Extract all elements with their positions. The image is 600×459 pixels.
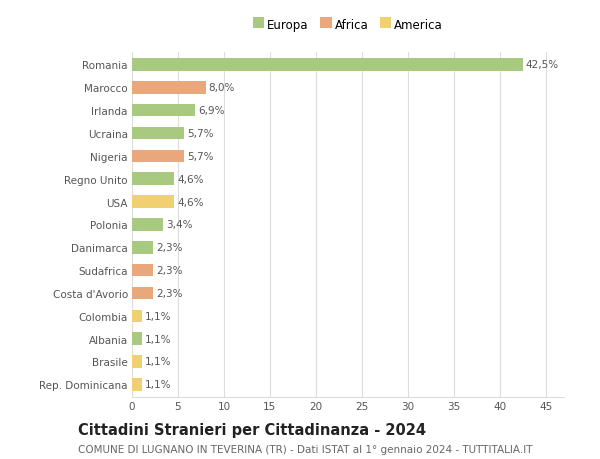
Bar [132,241,153,254]
Bar [132,173,174,185]
Bar [132,82,206,95]
Bar [132,196,174,208]
Bar [132,333,142,345]
Text: 1,1%: 1,1% [145,334,172,344]
Bar [132,264,153,277]
Bar [132,105,196,117]
Bar [132,310,142,322]
Text: 1,1%: 1,1% [145,380,172,390]
Bar [132,59,523,72]
Text: 3,4%: 3,4% [166,220,193,230]
Bar [132,128,184,140]
Bar [132,218,163,231]
Text: 5,7%: 5,7% [187,151,214,162]
Text: 5,7%: 5,7% [187,129,214,139]
Bar [132,150,184,163]
Text: 8,0%: 8,0% [208,83,235,93]
Text: 4,6%: 4,6% [177,174,203,185]
Legend: Europa, Africa, America: Europa, Africa, America [248,14,448,36]
Bar [132,287,153,300]
Text: 1,1%: 1,1% [145,311,172,321]
Bar [132,378,142,391]
Text: Cittadini Stranieri per Cittadinanza - 2024: Cittadini Stranieri per Cittadinanza - 2… [78,422,426,437]
Text: 1,1%: 1,1% [145,357,172,367]
Text: 6,9%: 6,9% [198,106,224,116]
Bar [132,355,142,368]
Text: COMUNE DI LUGNANO IN TEVERINA (TR) - Dati ISTAT al 1° gennaio 2024 - TUTTITALIA.: COMUNE DI LUGNANO IN TEVERINA (TR) - Dat… [78,444,533,454]
Text: 2,3%: 2,3% [156,265,182,275]
Text: 2,3%: 2,3% [156,243,182,253]
Text: 42,5%: 42,5% [526,60,559,70]
Text: 2,3%: 2,3% [156,288,182,298]
Text: 4,6%: 4,6% [177,197,203,207]
